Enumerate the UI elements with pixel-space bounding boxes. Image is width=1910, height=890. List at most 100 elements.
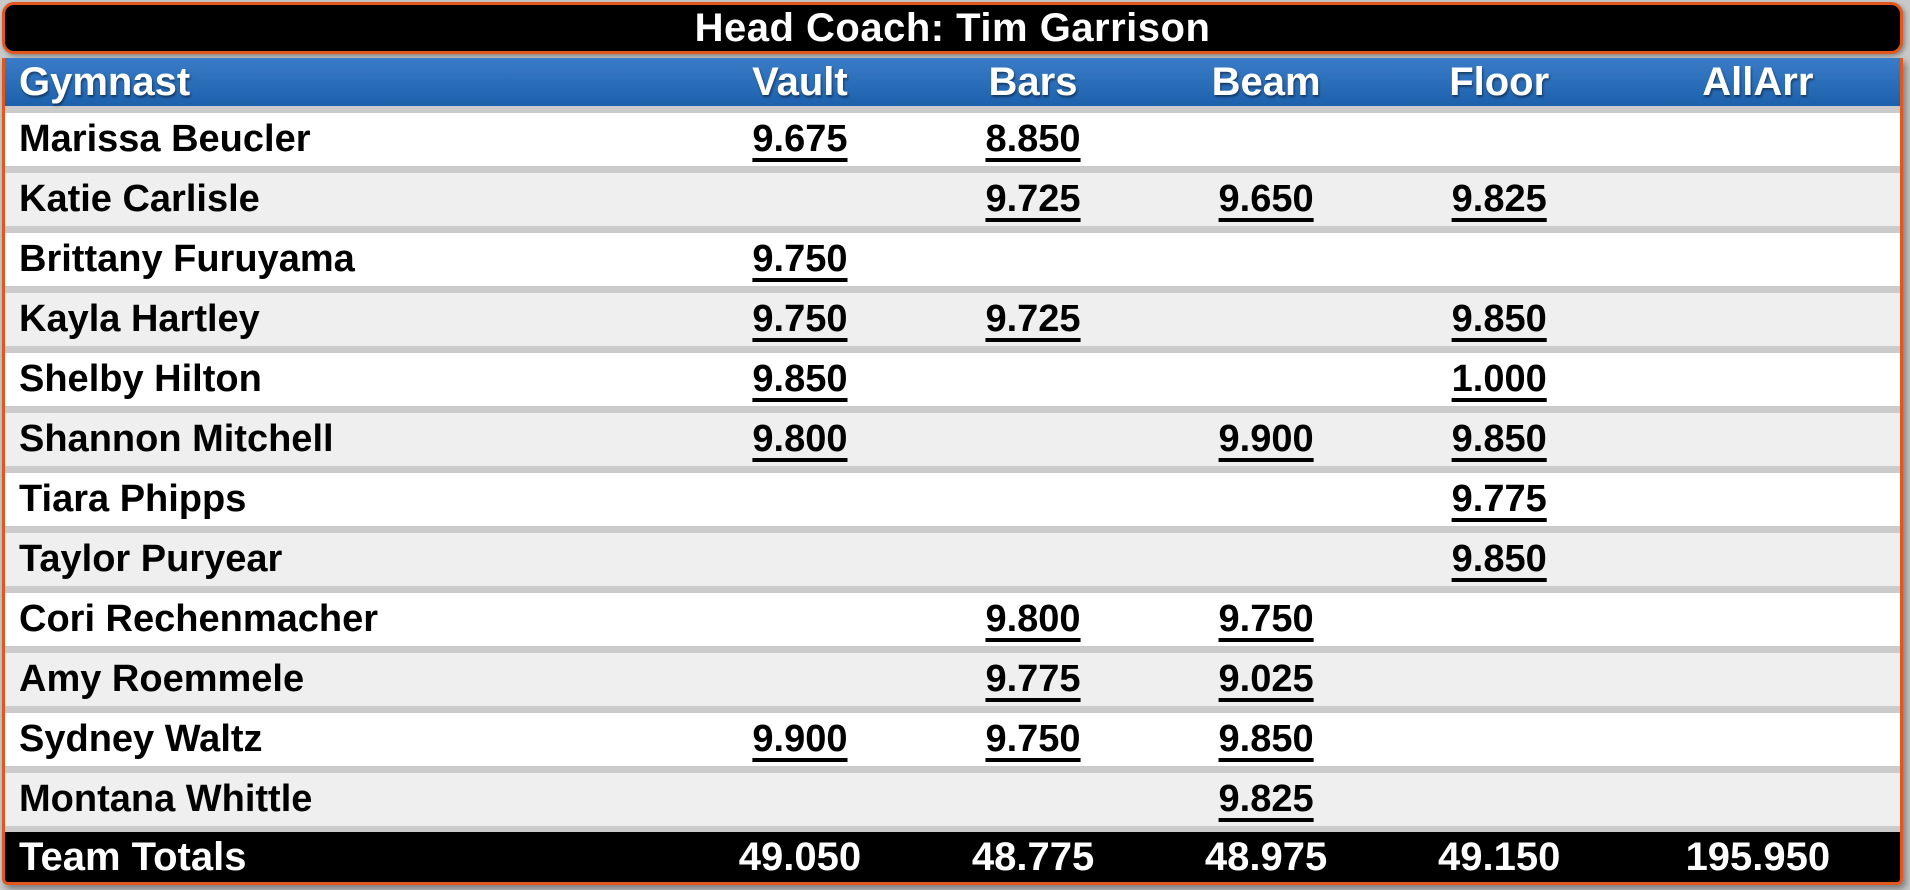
score-link[interactable]: 9.900	[1218, 418, 1314, 460]
gymnast-name: Brittany Furuyama	[5, 226, 684, 290]
table-row: Katie Carlisle 9.725 9.650 9.825	[5, 166, 1900, 230]
score-cell: 9.650	[1149, 166, 1383, 230]
score-cell: 9.750	[683, 286, 917, 350]
score-link[interactable]: 1.000	[1451, 358, 1547, 400]
score-cell: 9.850	[683, 346, 917, 410]
score-link[interactable]: 9.725	[985, 178, 1081, 220]
column-header-bars: Bars	[988, 59, 1078, 104]
gymnast-name: Kayla Hartley	[5, 286, 684, 350]
score-cell	[1615, 226, 1900, 290]
score-link[interactable]: 9.750	[752, 298, 848, 340]
score-link[interactable]: 9.850	[1451, 418, 1547, 460]
column-header-allarr: AllArr	[1702, 59, 1814, 104]
gymnast-name: Amy Roemmele	[5, 646, 684, 710]
score-cell: 9.750	[916, 706, 1150, 770]
column-header-gymnast: Gymnast	[19, 59, 191, 104]
score-cell	[1615, 286, 1900, 350]
score-cell	[1382, 646, 1616, 710]
score-cell	[916, 406, 1150, 470]
score-cell: 1.000	[1382, 346, 1616, 410]
table-row: Shelby Hilton 9.850 1.000	[5, 346, 1900, 410]
score-table-container: Gymnast Vault Bars Beam Floor AllArr Mar…	[2, 58, 1903, 885]
score-cell: 9.800	[916, 586, 1150, 650]
score-table-body: Marissa Beucler 9.675 8.850 Katie Carlisle 9…	[5, 106, 1900, 829]
score-link[interactable]: 9.650	[1218, 178, 1314, 220]
score-cell	[1615, 766, 1900, 829]
score-cell	[1149, 286, 1383, 350]
score-link[interactable]: 9.775	[985, 658, 1081, 700]
score-cell	[683, 526, 917, 590]
table-row: Cori Rechenmacher 9.800 9.750	[5, 586, 1900, 650]
score-cell: 9.725	[916, 286, 1150, 350]
score-cell	[1615, 646, 1900, 710]
team-total-beam: 48.975	[1149, 826, 1383, 882]
score-cell	[1615, 586, 1900, 650]
score-link[interactable]: 9.750	[752, 238, 848, 280]
score-cell	[916, 526, 1150, 590]
team-total-bars: 48.775	[916, 826, 1150, 882]
gymnast-name: Shelby Hilton	[5, 346, 684, 410]
score-cell	[683, 766, 917, 829]
score-cell: 9.025	[1149, 646, 1383, 710]
table-row: Tiara Phipps 9.775	[5, 466, 1900, 530]
score-cell	[1149, 466, 1383, 530]
column-header-beam: Beam	[1211, 59, 1321, 104]
score-cell	[683, 466, 917, 530]
score-cell	[1615, 106, 1900, 170]
score-link[interactable]: 9.825	[1451, 178, 1547, 220]
score-cell	[1382, 226, 1616, 290]
score-link[interactable]: 9.750	[985, 718, 1081, 760]
score-link[interactable]: 9.850	[1218, 718, 1314, 760]
table-row: Montana Whittle 9.825	[5, 766, 1900, 829]
score-cell	[1615, 346, 1900, 410]
score-link[interactable]: 9.800	[985, 598, 1081, 640]
score-cell	[916, 346, 1150, 410]
score-link[interactable]: 9.025	[1218, 658, 1314, 700]
team-total-allarr: 195.950	[1615, 826, 1900, 882]
score-cell: 9.750	[1149, 586, 1383, 650]
score-cell	[916, 466, 1150, 530]
score-link[interactable]: 9.850	[1451, 538, 1547, 580]
score-table: Gymnast Vault Bars Beam Floor AllArr Mar…	[5, 58, 1900, 882]
score-link[interactable]: 9.850	[1451, 298, 1547, 340]
score-cell: 9.850	[1382, 406, 1616, 470]
score-link[interactable]: 9.800	[752, 418, 848, 460]
score-cell	[1615, 466, 1900, 530]
team-totals-label: Team Totals	[5, 826, 684, 882]
gymnast-name: Tiara Phipps	[5, 466, 684, 530]
score-cell: 9.750	[683, 226, 917, 290]
gymnast-name: Katie Carlisle	[5, 166, 684, 230]
gymnast-name: Montana Whittle	[5, 766, 684, 829]
gymnast-name: Taylor Puryear	[5, 526, 684, 590]
score-link[interactable]: 9.850	[752, 358, 848, 400]
table-row: Brittany Furuyama 9.750	[5, 226, 1900, 290]
gymnast-name: Sydney Waltz	[5, 706, 684, 770]
table-row: Taylor Puryear 9.850	[5, 526, 1900, 590]
score-link[interactable]: 9.900	[752, 718, 848, 760]
score-cell	[1149, 346, 1383, 410]
score-cell: 9.900	[683, 706, 917, 770]
title-bar: Head Coach: Tim Garrison	[2, 2, 1903, 54]
team-total-floor: 49.150	[1382, 826, 1616, 882]
score-link[interactable]: 9.675	[752, 118, 848, 160]
score-cell	[1382, 106, 1616, 170]
score-link[interactable]: 9.825	[1218, 778, 1314, 820]
score-cell	[1149, 526, 1383, 590]
score-cell: 9.725	[916, 166, 1150, 230]
table-row: Shannon Mitchell 9.800 9.900 9.850	[5, 406, 1900, 470]
table-row: Amy Roemmele 9.775 9.025	[5, 646, 1900, 710]
score-cell: 9.850	[1382, 286, 1616, 350]
score-link[interactable]: 9.775	[1451, 478, 1547, 520]
score-link[interactable]: 9.750	[1218, 598, 1314, 640]
score-link[interactable]: 9.725	[985, 298, 1081, 340]
column-header-row: Gymnast Vault Bars Beam Floor AllArr	[5, 58, 1900, 110]
score-cell	[683, 586, 917, 650]
score-cell	[1615, 166, 1900, 230]
score-cell	[1382, 586, 1616, 650]
column-header-vault: Vault	[752, 59, 848, 104]
score-cell: 8.850	[916, 106, 1150, 170]
score-cell	[916, 226, 1150, 290]
score-link[interactable]: 8.850	[985, 118, 1081, 160]
score-cell: 9.850	[1149, 706, 1383, 770]
